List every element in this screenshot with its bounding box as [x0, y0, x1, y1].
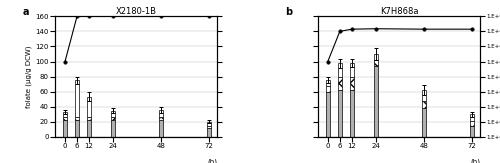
Bar: [350, 90, 354, 137]
Title: K7H868a: K7H868a: [380, 7, 418, 15]
Bar: [87, 117, 91, 120]
Bar: [470, 121, 474, 126]
Y-axis label: folate (μg/g DCW): folate (μg/g DCW): [26, 45, 32, 108]
Text: a: a: [22, 7, 29, 17]
Bar: [87, 120, 91, 137]
Bar: [350, 63, 354, 77]
Bar: [422, 90, 426, 101]
Bar: [159, 110, 164, 117]
Bar: [374, 66, 378, 137]
Bar: [63, 112, 67, 117]
Bar: [470, 126, 474, 137]
Bar: [207, 122, 212, 126]
Bar: [159, 120, 164, 137]
Bar: [350, 77, 354, 90]
Bar: [326, 92, 330, 137]
Bar: [63, 117, 67, 120]
Bar: [207, 128, 212, 137]
Bar: [470, 114, 474, 121]
Bar: [326, 80, 330, 86]
Bar: [159, 117, 164, 120]
Bar: [422, 108, 426, 137]
Bar: [111, 111, 116, 117]
Bar: [111, 120, 116, 137]
Bar: [326, 86, 330, 92]
Bar: [111, 117, 116, 120]
Text: b: b: [286, 7, 292, 17]
Bar: [374, 54, 378, 60]
Text: (h): (h): [207, 159, 217, 163]
Text: (h): (h): [470, 159, 480, 163]
Title: X2180-1B: X2180-1B: [116, 7, 156, 15]
Bar: [75, 117, 79, 120]
Bar: [87, 97, 91, 117]
Bar: [422, 101, 426, 108]
Bar: [338, 77, 342, 90]
Bar: [338, 90, 342, 137]
Bar: [75, 120, 79, 137]
Bar: [63, 120, 67, 137]
Bar: [374, 60, 378, 66]
Bar: [338, 63, 342, 77]
Bar: [207, 126, 212, 128]
Bar: [75, 80, 79, 117]
